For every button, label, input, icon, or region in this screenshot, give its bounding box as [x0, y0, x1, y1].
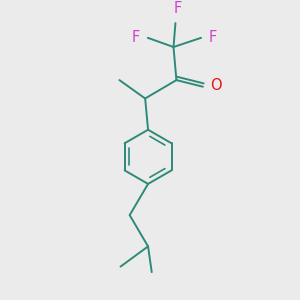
Text: O: O [211, 78, 222, 93]
Text: F: F [173, 1, 181, 16]
Text: F: F [132, 30, 140, 45]
Text: F: F [209, 30, 217, 45]
